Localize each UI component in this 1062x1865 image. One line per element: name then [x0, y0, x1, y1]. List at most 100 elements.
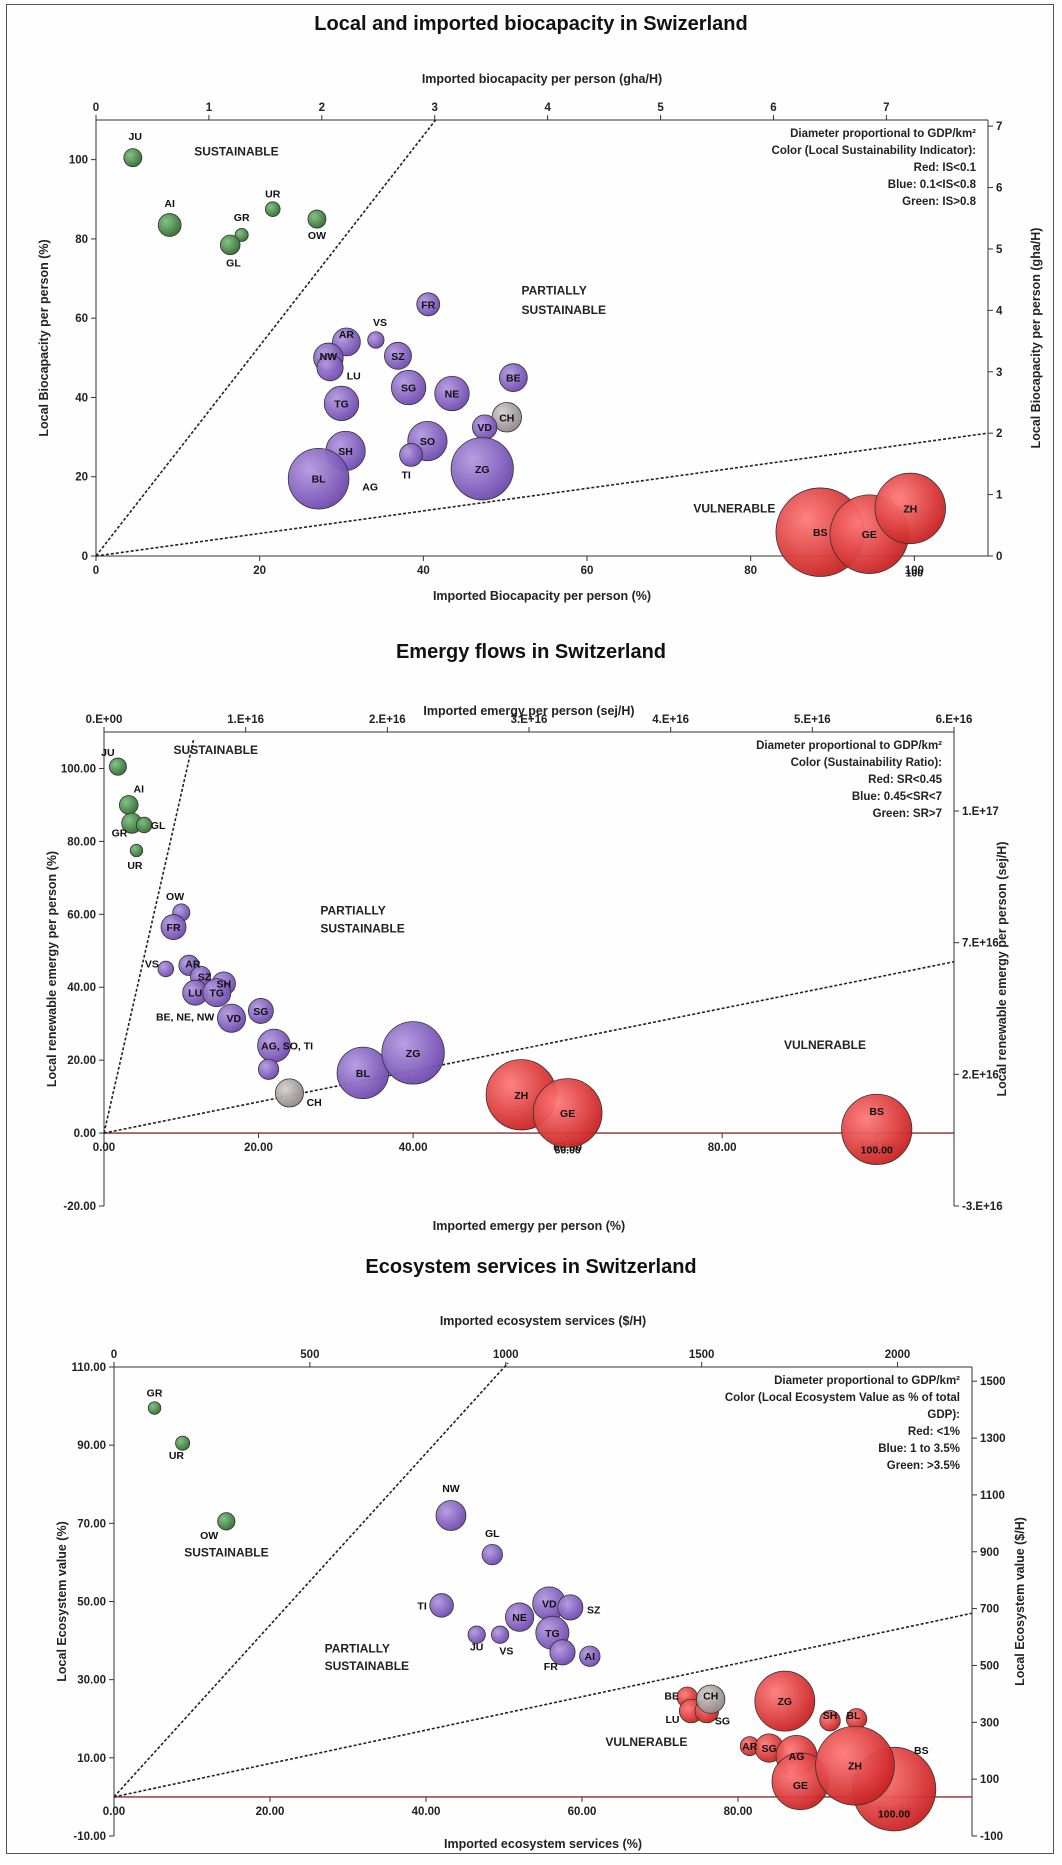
y-tick-label: 90.00: [77, 1440, 106, 1452]
x2-tick-label: 7: [883, 102, 889, 114]
bubble-label: VD: [542, 1598, 557, 1610]
chart-panel-3: Ecosystem services in Switzerland 0.00 20.…: [55, 1256, 1027, 1851]
x-axis-title: Imported Biocapacity per person (%): [433, 589, 651, 603]
bubble-label: OW: [166, 891, 184, 903]
region-label: PARTIALLY: [320, 903, 385, 917]
region-label: VULNERABLE: [784, 1038, 866, 1052]
y-tick-label: 40.00: [67, 982, 96, 994]
region-label: SUSTAINABLE: [320, 922, 404, 936]
y-tick-label: 50.00: [77, 1597, 106, 1609]
bubble-label: SH: [823, 1710, 838, 1722]
x-tick-label: 40.00: [399, 1142, 428, 1154]
y2-tick-label: 700: [980, 1604, 999, 1616]
bubble-gl: [135, 816, 153, 834]
bubble-label: SG: [401, 383, 416, 395]
bubble-label: AR: [339, 329, 355, 341]
y2-tick-label: 4: [996, 305, 1003, 317]
y2-tick-label: 7.E+16: [962, 938, 999, 950]
y-tick-label: 80: [75, 234, 88, 246]
legend-note-line: Diameter proportional to GDP/km²: [756, 740, 942, 752]
bubble-label: BS: [869, 1106, 884, 1118]
y2-tick-label: 2.E+16: [962, 1069, 999, 1081]
region-label: SUSTAINABLE: [194, 145, 278, 159]
x2-tick-label: 4: [544, 102, 551, 114]
bubble-label: SZ: [391, 351, 405, 363]
y-axis-title: Local Biocapacity per person (%): [37, 239, 51, 436]
bubble-label: 60.00: [554, 1144, 580, 1156]
x2-tick-label: 500: [300, 1349, 319, 1361]
x2-tick-label: 0: [93, 102, 99, 114]
bubble-vd: [217, 1003, 246, 1033]
region-label: SUSTAINABLE: [174, 743, 258, 757]
x2-tick-label: 6.E+16: [936, 714, 973, 726]
bubble-label: BS: [813, 527, 828, 539]
bubble-label: AR: [742, 1741, 758, 1753]
legend-note-line: Diameter proportional to GDP/km²: [790, 128, 976, 140]
x2-tick-label: 5: [657, 102, 664, 114]
legend-note-line: Diameter proportional to GDP/km²: [774, 1375, 960, 1387]
y2-tick-label: 1100: [980, 1490, 1005, 1502]
y2-tick-label: 900: [980, 1547, 999, 1559]
legend-note-line: Red: SR<0.45: [868, 774, 942, 786]
bubble-label: GE: [793, 1780, 808, 1792]
bubble-unlabeled: [258, 1058, 280, 1080]
bubble-gl: [481, 1543, 503, 1566]
bubble-zg: [450, 437, 514, 501]
x2-tick-label: 2: [319, 102, 325, 114]
x2-axis-title: Imported biocapacity per person (gha/H): [422, 72, 662, 86]
bubble-tg: [323, 385, 360, 422]
bubble-label: OW: [308, 230, 326, 242]
bubble-vs: [491, 1625, 510, 1644]
threshold-line: [113, 1612, 973, 1798]
bubble-zg: [754, 1670, 816, 1732]
legend-note-line: Green: SR>7: [873, 808, 942, 820]
bubble-label: BL: [312, 474, 327, 486]
bubble-vs: [367, 331, 385, 349]
bubble-label: GR: [234, 212, 250, 224]
x2-tick-label: 1000: [493, 1349, 519, 1361]
bubble-ti: [429, 1593, 454, 1618]
region-label: SUSTAINABLE: [184, 1546, 268, 1560]
legend-note-line: Color (Sustainability Ratio):: [791, 757, 942, 769]
y-tick-label: 80.00: [67, 836, 96, 848]
bubble-zg: [381, 1021, 445, 1085]
bubble-label: NW: [442, 1483, 460, 1495]
bubble-label: AG: [789, 1751, 805, 1763]
bubble-vs: [157, 960, 175, 978]
bubble-label: ZH: [903, 503, 917, 515]
region-label: SUSTAINABLE: [522, 303, 606, 317]
bubble-sg: [247, 998, 274, 1024]
bubble-label: VS: [145, 959, 159, 971]
x2-tick-label: 2.E+16: [369, 714, 406, 726]
y2-tick-label: 1: [996, 490, 1003, 502]
bubble-label: ZG: [778, 1696, 793, 1708]
bubble-ju: [467, 1625, 486, 1644]
bubble-sz: [557, 1594, 584, 1621]
x-tick-label: 20.00: [256, 1806, 285, 1818]
y2-tick-label: 5: [996, 244, 1003, 256]
bubble-label: SO: [420, 436, 435, 448]
bubble-label: SZ: [198, 971, 212, 983]
bubble-ur: [175, 1435, 191, 1451]
x2-axis-title: Imported ecosystem services ($/H): [440, 1314, 646, 1328]
bubble-ch: [274, 1078, 304, 1108]
bubble-fr: [416, 292, 441, 317]
y2-axis-title: Local Ecosystem value ($/H): [1013, 1517, 1027, 1686]
x-tick-label: 100: [905, 565, 924, 577]
y-tick-label: -10.00: [73, 1831, 106, 1843]
y2-tick-label: -3.E+16: [962, 1201, 1003, 1213]
bubble-label: NW: [320, 351, 338, 363]
x-tick-label: 60: [581, 565, 594, 577]
bubble-label: AR: [185, 959, 201, 971]
threshold-line: [113, 1362, 509, 1798]
y2-tick-label: 500: [980, 1660, 999, 1672]
bubble-label: ZH: [848, 1761, 862, 1773]
x-tick-label: 0.00: [103, 1806, 125, 1818]
y2-tick-label: 2: [996, 428, 1002, 440]
bubble-label: BE: [506, 373, 521, 385]
y-tick-label: 100: [69, 155, 88, 167]
bubble-fr: [549, 1639, 576, 1666]
x-tick-label: 80.00: [724, 1806, 753, 1818]
